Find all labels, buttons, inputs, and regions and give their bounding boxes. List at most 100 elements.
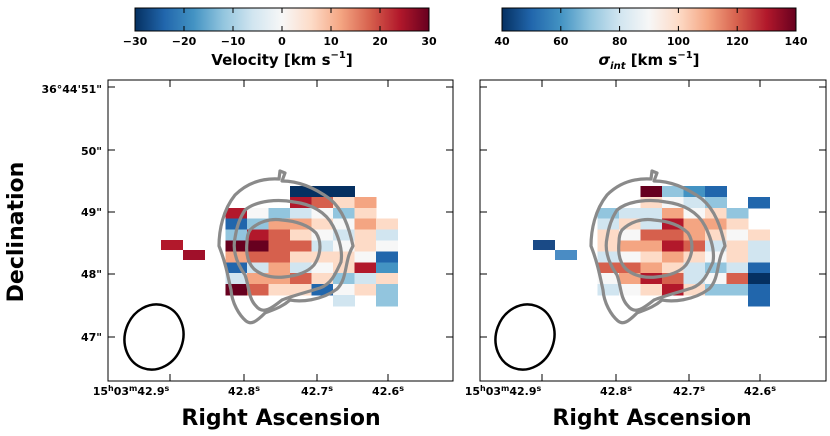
velocity-panel-frame xyxy=(107,79,454,382)
velocity-colorbar-tick-label: 0 xyxy=(278,35,286,48)
dispersion-pixel xyxy=(662,240,685,252)
velocity-pixel xyxy=(311,273,334,285)
dispersion-pixel xyxy=(597,262,620,274)
velocity-axes xyxy=(108,80,453,381)
dispersion-pixel xyxy=(683,186,706,198)
velocity-pixel xyxy=(311,240,334,252)
velocity-pixel xyxy=(290,186,313,198)
dispersion-x-axis-title: Right Ascension xyxy=(552,406,751,431)
dispersion-colorbar-gradient xyxy=(501,7,797,32)
dispersion-pixel xyxy=(748,295,771,307)
velocity-pixel xyxy=(333,251,356,263)
dispersion-pixel xyxy=(683,229,706,242)
dispersion-xtick-label-427: 42.7s xyxy=(673,384,705,398)
velocity-pixel xyxy=(376,273,399,285)
velocity-pixel xyxy=(333,240,356,252)
velocity-pixel xyxy=(290,207,313,220)
dispersion-pixel xyxy=(726,273,749,285)
velocity-pixel xyxy=(290,262,313,274)
dispersion-pixel xyxy=(619,240,642,252)
velocity-pixel xyxy=(268,240,291,252)
dispersion-colorbar-tick-label: 120 xyxy=(726,35,749,48)
dispersion-inner-contour xyxy=(617,217,694,279)
dispersion-pixel xyxy=(619,229,642,242)
velocity-pixel xyxy=(376,229,399,242)
velocity-pixel xyxy=(311,196,334,209)
velocity-pixel xyxy=(268,229,291,242)
velocity-contours xyxy=(217,169,355,325)
velocity-colorbar-tick-label: −30 xyxy=(123,35,148,48)
dispersion-xtick-label-426: 42.6s xyxy=(744,384,776,398)
dispersion-pixel xyxy=(726,240,749,252)
ytick-label-50: 50" xyxy=(81,145,102,158)
dispersion-pixel xyxy=(640,218,663,231)
velocity-pixel xyxy=(333,186,356,198)
velocity-pixel xyxy=(333,229,356,242)
velocity-pixel xyxy=(268,207,291,220)
velocity-pixel xyxy=(225,207,248,220)
dispersion-pixel xyxy=(683,273,706,285)
dispersion-pixel xyxy=(597,284,620,296)
dispersion-middle-contour xyxy=(604,198,716,312)
dispersion-pixel xyxy=(748,273,771,285)
velocity-pixel xyxy=(333,196,356,209)
dispersion-pixel xyxy=(748,196,771,209)
velocity-colorbar-label: Velocity [km s−1] xyxy=(211,50,352,69)
dispersion-pixel xyxy=(705,262,728,274)
dispersion-pixel xyxy=(640,262,663,274)
dispersion-pixel xyxy=(640,284,663,296)
velocity-pixel xyxy=(290,273,313,285)
velocity-pixel xyxy=(311,186,334,198)
velocity-pixel xyxy=(225,240,248,252)
velocity-pixel xyxy=(311,262,334,274)
dispersion-xtick-label-428: 42.8s xyxy=(600,384,632,398)
dispersion-pixel xyxy=(683,262,706,274)
velocity-colorbar-tick-label: 10 xyxy=(323,35,339,48)
velocity-pixel xyxy=(354,251,377,263)
dispersion-axes xyxy=(480,80,826,381)
velocity-pixel xyxy=(333,295,356,307)
velocity-pixel xyxy=(290,284,313,296)
dispersion-pixel xyxy=(640,196,663,209)
dispersion-pixel xyxy=(662,262,685,274)
velocity-outer-contour xyxy=(217,169,355,325)
ytick-label-48: 48" xyxy=(81,268,102,281)
dispersion-pixel xyxy=(662,186,685,198)
dispersion-pixel xyxy=(748,251,771,263)
dispersion-pixel xyxy=(683,218,706,231)
dispersion-xtick-label-429: 15h03m42.9s xyxy=(465,384,542,398)
dispersion-pixel xyxy=(683,240,706,252)
velocity-pixel xyxy=(311,229,334,242)
velocity-colorbar-tick-label: 20 xyxy=(372,35,388,48)
velocity-pixel xyxy=(290,229,313,242)
velocity-x-axis-title: Right Ascension xyxy=(181,406,380,431)
velocity-pixel xyxy=(290,240,313,252)
dispersion-pixel xyxy=(640,207,663,220)
velocity-pixel xyxy=(376,295,399,307)
velocity-pixel xyxy=(354,229,377,242)
velocity-pixel xyxy=(247,207,270,220)
velocity-pixel xyxy=(376,262,399,274)
dispersion-pixel xyxy=(683,196,706,209)
dispersion-pixel xyxy=(748,240,771,252)
velocity-pixel xyxy=(247,240,270,252)
dispersion-pixel xyxy=(662,273,685,285)
dispersion-pixel xyxy=(619,284,642,296)
velocity-pixel xyxy=(311,251,334,263)
dispersion-pixel xyxy=(705,251,728,263)
velocity-pixel xyxy=(225,284,248,296)
velocity-panel xyxy=(107,79,454,382)
velocity-pixel xyxy=(354,284,377,296)
dispersion-pixel xyxy=(705,229,728,242)
dispersion-pixel xyxy=(640,273,663,285)
velocity-middle-contour xyxy=(232,198,344,312)
y-tick-labels: 36°44'51" 50" 49" 48" 47" xyxy=(41,83,102,344)
velocity-pixel xyxy=(354,262,377,274)
velocity-colorbar-tick-label: −20 xyxy=(172,35,197,48)
dispersion-colorbar-tick-label: 80 xyxy=(612,35,628,48)
velocity-xtick-label-427: 42.7s xyxy=(301,384,333,398)
dispersion-pixel xyxy=(640,251,663,263)
velocity-pixel xyxy=(225,262,248,274)
dispersion-panel xyxy=(479,79,827,382)
